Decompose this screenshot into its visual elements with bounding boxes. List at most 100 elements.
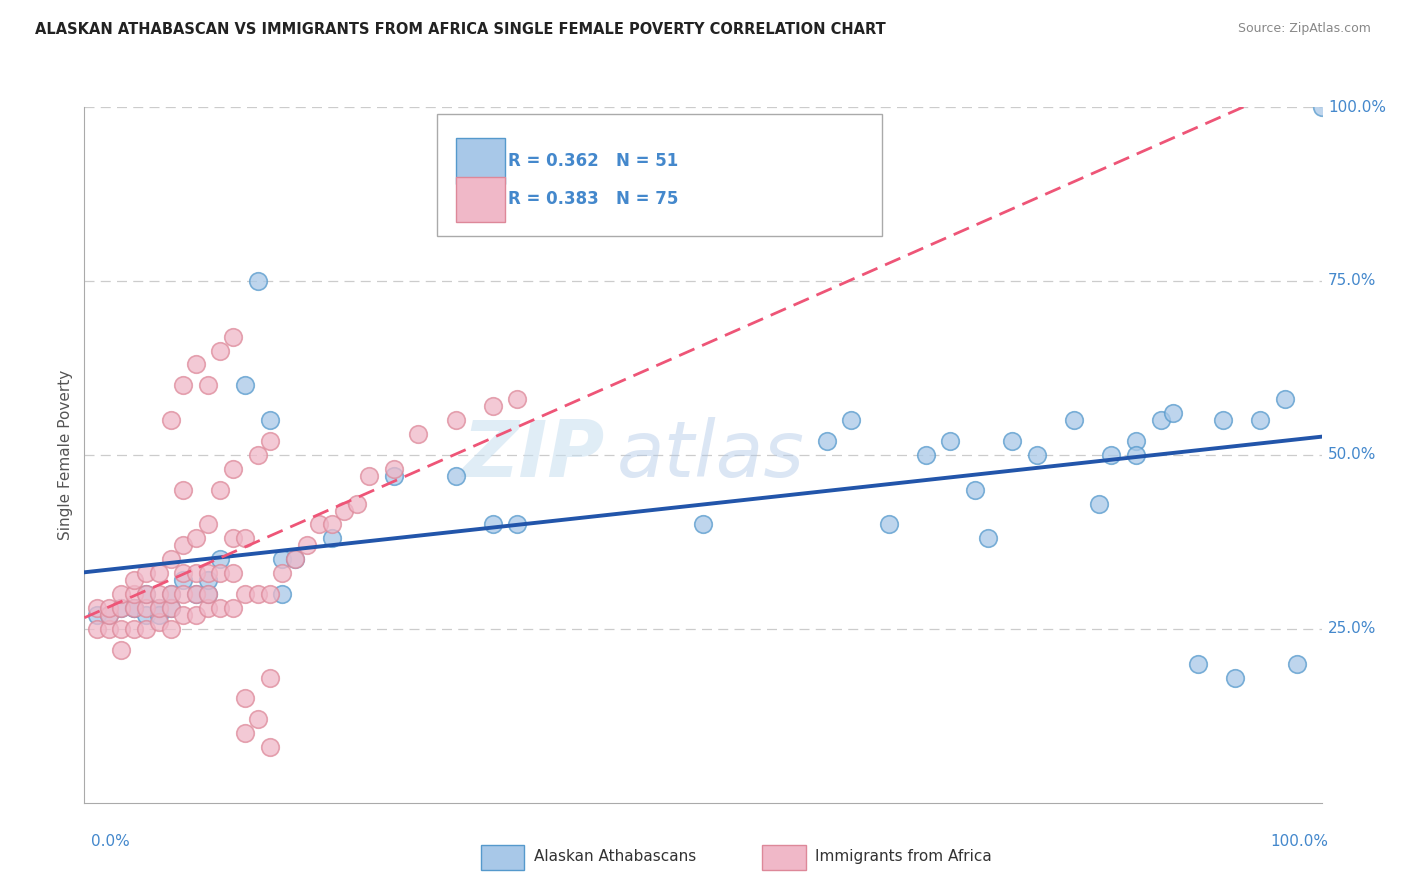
Point (357, 468, 380, 483)
Point (259, 434, 281, 448)
Point (271, 587, 294, 601)
Point (122, 622, 145, 636)
Point (233, 726, 256, 740)
Point (197, 601, 219, 615)
Point (444, 468, 467, 483)
Point (98, 607, 121, 622)
Point (160, 622, 183, 636)
Point (1187, 657, 1209, 671)
Point (197, 587, 219, 601)
Point (172, 378, 194, 392)
Point (184, 358, 207, 372)
Point (135, 566, 157, 581)
Point (506, 392, 529, 407)
Y-axis label: Single Female Poverty: Single Female Poverty (58, 370, 73, 540)
Point (1125, 448, 1147, 462)
Point (160, 601, 183, 615)
Point (284, 552, 307, 566)
Point (1099, 448, 1122, 462)
FancyBboxPatch shape (456, 177, 505, 222)
Point (1274, 392, 1296, 407)
Point (148, 601, 170, 615)
Point (135, 587, 157, 601)
Point (382, 468, 405, 483)
Point (295, 538, 318, 552)
Point (110, 622, 132, 636)
Point (1150, 413, 1173, 427)
Point (1223, 671, 1246, 685)
Point (86, 607, 108, 622)
Point (110, 601, 132, 615)
Point (122, 601, 145, 615)
Point (98, 607, 121, 622)
Point (408, 427, 430, 442)
Point (172, 587, 194, 601)
Point (110, 587, 132, 601)
Point (209, 566, 232, 581)
Point (209, 601, 232, 615)
Point (148, 615, 170, 629)
Point (122, 573, 145, 587)
Text: 100.0%: 100.0% (1327, 100, 1386, 114)
Text: atlas: atlas (616, 417, 804, 493)
Text: R = 0.383   N = 75: R = 0.383 N = 75 (508, 190, 678, 208)
Point (233, 691, 256, 706)
Point (122, 587, 145, 601)
Point (246, 448, 269, 462)
Point (259, 740, 281, 755)
Point (122, 601, 145, 615)
Point (481, 399, 503, 413)
Point (308, 517, 330, 532)
Point (246, 587, 269, 601)
Point (877, 517, 900, 532)
Point (1063, 413, 1085, 427)
Point (148, 566, 170, 581)
Point (233, 532, 256, 546)
Point (271, 566, 294, 581)
Point (1285, 657, 1308, 671)
FancyBboxPatch shape (437, 114, 883, 235)
Point (692, 517, 714, 532)
Point (321, 532, 343, 546)
Point (160, 587, 183, 601)
Point (965, 483, 987, 497)
Point (1088, 497, 1111, 511)
Point (222, 462, 245, 476)
Point (246, 274, 269, 288)
Point (1125, 434, 1147, 448)
Point (209, 483, 232, 497)
Point (321, 517, 343, 532)
Point (259, 671, 281, 685)
Point (939, 434, 962, 448)
Point (184, 587, 207, 601)
Point (98, 622, 121, 636)
Point (246, 712, 269, 726)
Point (1212, 413, 1234, 427)
Point (197, 587, 219, 601)
Text: Source: ZipAtlas.com: Source: ZipAtlas.com (1237, 22, 1371, 36)
Point (197, 573, 219, 587)
Point (506, 517, 529, 532)
Point (284, 552, 307, 566)
Point (148, 601, 170, 615)
Point (233, 378, 256, 392)
Point (197, 378, 219, 392)
Point (259, 413, 281, 427)
Point (160, 552, 183, 566)
Point (172, 573, 194, 587)
Point (841, 413, 863, 427)
Point (172, 538, 194, 552)
Text: Alaskan Athabascans: Alaskan Athabascans (534, 849, 696, 864)
Text: R = 0.362   N = 51: R = 0.362 N = 51 (508, 152, 678, 170)
Point (976, 532, 998, 546)
Point (209, 343, 232, 358)
Point (135, 622, 157, 636)
Point (86, 601, 108, 615)
Point (148, 607, 170, 622)
Point (259, 587, 281, 601)
Point (333, 503, 356, 517)
Point (914, 448, 936, 462)
Point (172, 607, 194, 622)
Point (172, 566, 194, 581)
FancyBboxPatch shape (456, 138, 505, 184)
